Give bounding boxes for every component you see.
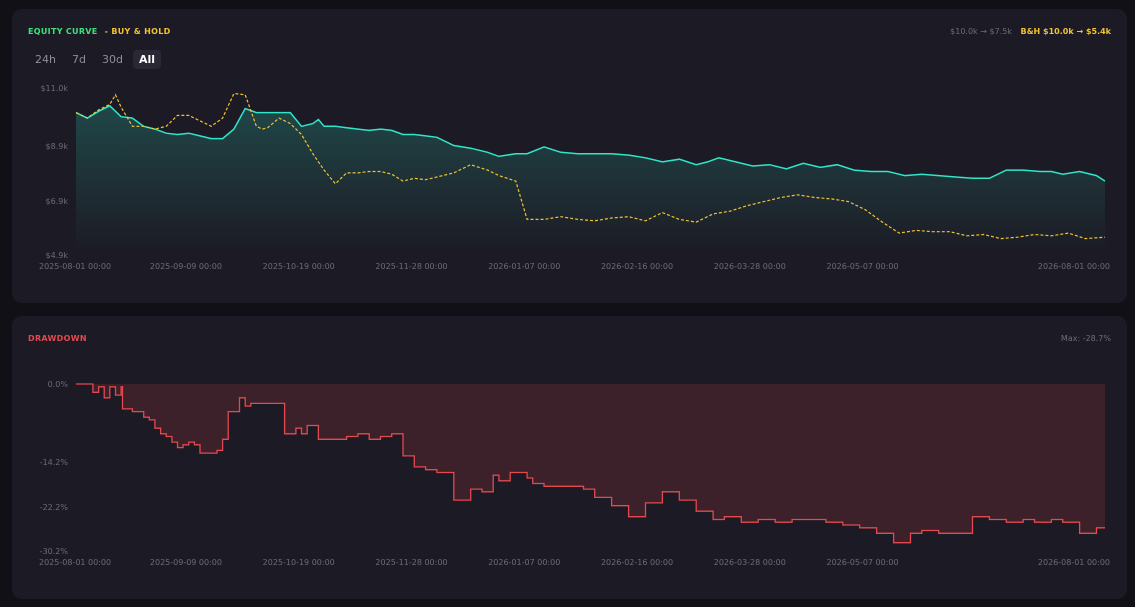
y-tick-label: -30.2%	[40, 547, 69, 556]
y-tick-label: -14.2%	[40, 458, 69, 467]
x-tick-label: 2026-05-07 00:00	[827, 558, 899, 567]
equity-area-fill	[76, 105, 1105, 255]
y-tick-label: 0.0%	[48, 380, 69, 389]
x-tick-label: 2026-03-28 00:00	[714, 558, 786, 567]
x-tick-label: 2026-02-16 00:00	[601, 558, 673, 567]
drawdown-area-fill	[76, 384, 1105, 543]
equity-summary-text: $10.0k → $7.5k	[950, 27, 1012, 36]
y-tick-label: -22.2%	[40, 503, 69, 512]
y-tick-label: $11.0k	[40, 84, 68, 93]
range-30d-button[interactable]: 30d	[101, 53, 123, 66]
x-tick-label: 2025-10-19 00:00	[263, 262, 335, 271]
x-tick-label: 2025-08-01 00:00	[39, 262, 111, 271]
equity-series-line	[75, 104, 1106, 182]
range-24h-button[interactable]: 24h	[35, 53, 56, 66]
drawdown-series-line	[76, 383, 1105, 544]
x-tick-label: 2026-03-28 00:00	[714, 262, 786, 271]
x-tick-label: 2026-05-07 00:00	[827, 262, 899, 271]
x-tick-label: 2025-09-09 00:00	[150, 558, 222, 567]
buy-hold-summary-text: B&H $10.0k → $5.4k	[1020, 27, 1111, 36]
x-tick-label: 2026-08-01 00:00	[1038, 262, 1110, 271]
drawdown-title: DRAWDOWN	[28, 334, 87, 343]
range-all-button[interactable]: All	[132, 50, 161, 69]
y-tick-label: $6.9k	[46, 197, 69, 206]
x-tick-label: 2026-01-07 00:00	[488, 558, 560, 567]
equity-title: EQUITY CURVE - BUY & HOLD	[28, 27, 171, 36]
equity-curve-panel: EQUITY CURVE - BUY & HOLD $10.0k → $7.5k…	[12, 9, 1127, 303]
x-tick-label: 2026-01-07 00:00	[488, 262, 560, 271]
x-tick-label: 2025-10-19 00:00	[263, 558, 335, 567]
x-tick-label: 2026-02-16 00:00	[601, 262, 673, 271]
x-tick-label: 2025-11-28 00:00	[375, 558, 447, 567]
y-tick-label: $4.9k	[46, 251, 69, 260]
drawdown-max-text: Max: -28.7%	[1060, 334, 1111, 343]
x-tick-label: 2026-08-01 00:00	[1038, 558, 1110, 567]
time-range-selector: 24h 7d 30d All	[29, 50, 161, 69]
equity-title-label: EQUITY CURVE	[28, 27, 98, 36]
buy-hold-title-label: - BUY & HOLD	[104, 27, 171, 36]
x-tick-label: 2025-11-28 00:00	[375, 262, 447, 271]
drawdown-title-label: DRAWDOWN	[28, 334, 87, 343]
x-tick-label: 2025-08-01 00:00	[39, 558, 111, 567]
x-tick-label: 2025-09-09 00:00	[150, 262, 222, 271]
drawdown-summary: Max: -28.7%	[1061, 334, 1111, 343]
range-7d-button[interactable]: 7d	[71, 53, 86, 66]
y-tick-label: $8.9k	[46, 142, 69, 151]
drawdown-chart: 0.0% -14.2% -22.2% -30.2% 2025-08-01 00:00 20…	[39, 380, 1110, 567]
equity-chart: $11.0k $8.9k $6.9k $4.9k 2025-08-01 00:00 202…	[39, 84, 1110, 271]
buy-hold-series-line	[75, 92, 1106, 240]
drawdown-panel: DRAWDOWN Max: -28.7% 0.0% -14.2% -22.2% -30…	[12, 316, 1127, 599]
equity-summary: $10.0k → $7.5k B&H $10.0k → $5.4k	[950, 27, 1111, 36]
